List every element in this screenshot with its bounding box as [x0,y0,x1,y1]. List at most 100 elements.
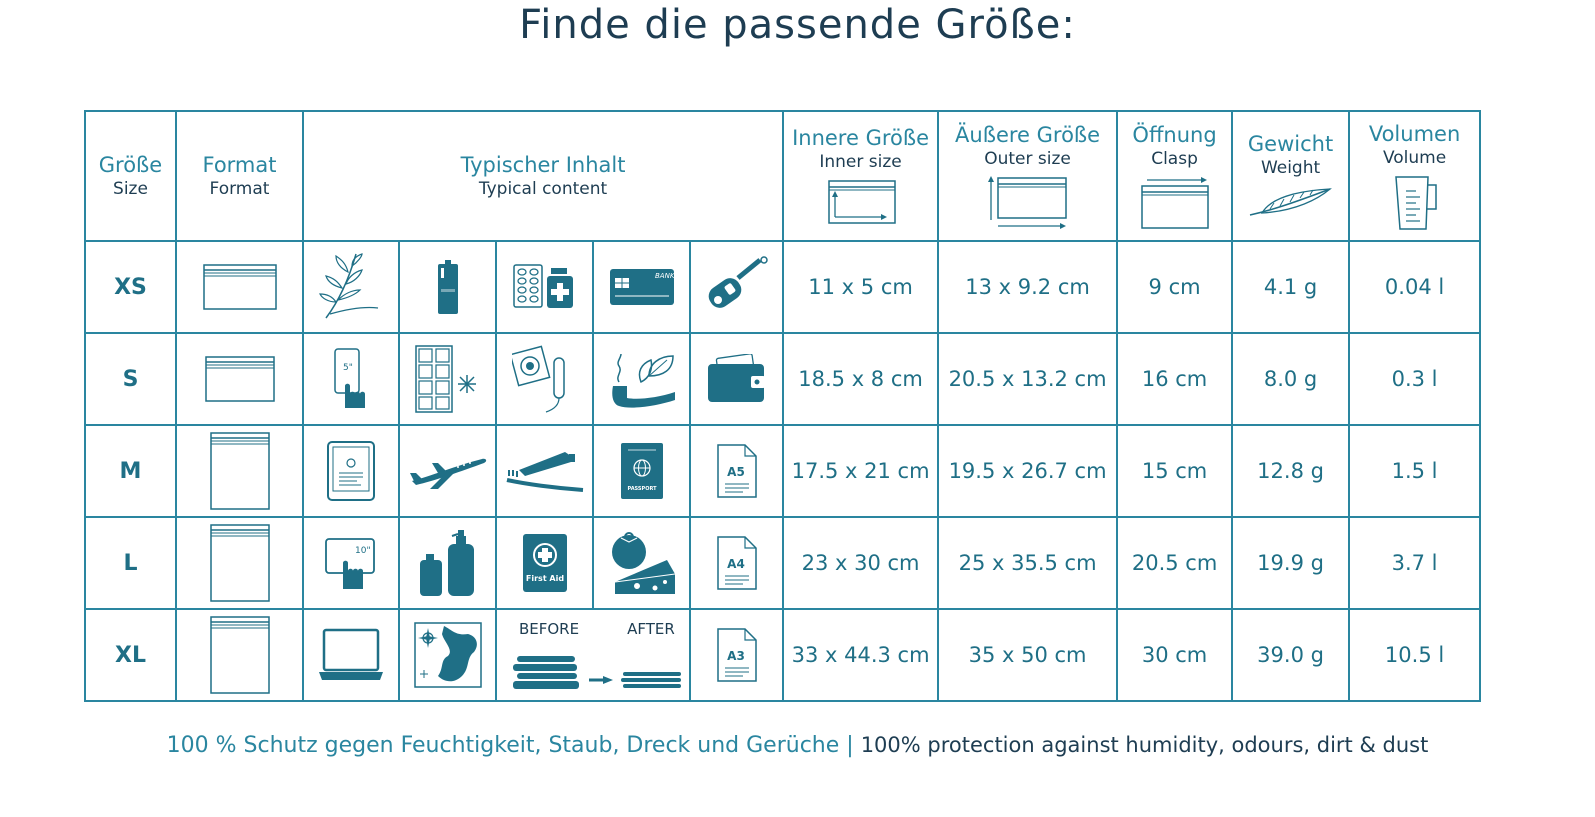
size-label: M [84,424,177,518]
content-cell [688,240,785,334]
content-cell [398,240,497,334]
passport-icon: PASSPORT [620,443,663,499]
ereader-icon [327,441,375,501]
airplane-icon [409,458,486,489]
outer-size-icon [987,176,1067,229]
volume-value: 3.7 l [1348,516,1482,610]
tablet-size-text: 10" [355,546,371,556]
footer-german: 100 % Schutz gegen Feuchtigkeit, Staub, … [166,733,861,758]
bag-portrait-icon [209,524,270,602]
volume-value: 0.04 l [1348,240,1482,334]
tomato-cheese-icon [611,532,675,594]
opening-value: 20.5 cm [1116,516,1234,610]
bank-card-icon: BANK [609,269,675,305]
header-weight: Gewicht Weight [1231,110,1351,242]
weight-value: 8.0 g [1231,332,1351,426]
outer-size-value: 19.5 x 26.7 cm [937,424,1119,518]
opening-value: 9 cm [1116,240,1234,334]
content-cell-before-after: BEFORE AFTER [495,608,691,702]
medicine-icon [512,264,573,308]
volume-value: 0.3 l [1348,332,1482,426]
outer-size-value: 25 x 35.5 cm [937,516,1119,610]
opening-value: 30 cm [1116,608,1234,702]
after-label: AFTER [627,620,675,638]
content-cell [302,608,400,702]
content-cell: A4 [688,516,785,610]
card-bank-text: BANK [655,272,675,280]
format-cell [175,608,304,702]
format-cell [175,332,304,426]
phone-size-text: 5" [343,363,353,373]
bag-landscape-icon [202,264,277,310]
wallet-icon [707,354,765,402]
table-row-l: L 10" First Aid A4 23 x 30 cm 25 x 35.5 … [84,516,1482,610]
size-label: XS [84,240,177,334]
pipe-tobacco-icon [611,353,675,408]
condom-tampon-icon [511,345,565,413]
content-cell [592,516,691,610]
content-cell [398,332,497,426]
opening-value: 16 cm [1116,332,1234,426]
outer-size-value: 13 x 9.2 cm [937,240,1119,334]
content-cell: A3 [688,608,785,702]
content-cell [302,424,400,518]
first-aid-text: First Aid [525,574,563,583]
format-cell [175,516,304,610]
header-volume: Volumen Volume [1348,110,1482,242]
laptop-icon [319,628,383,680]
table-row-s: S 5" 18.5 x 8 cm 20.5 x 13.2 cm 16 cm 8.… [84,332,1482,426]
content-cell: 10" [302,516,400,610]
inner-size-value: 18.5 x 8 cm [782,332,940,426]
header-inner-size: Innere Größe Inner size [782,110,940,242]
content-cell: First Aid [495,516,594,610]
opening-value: 15 cm [1116,424,1234,518]
content-cell [495,424,594,518]
before-label: BEFORE [519,620,579,638]
table-row-m: M PASSPORT A5 17.5 x 21 cm 19.5 x 26.7 c… [84,424,1482,518]
first-aid-kit-icon: First Aid [522,534,567,592]
toothbrush-toothpaste-icon [506,452,583,492]
size-label: XL [84,608,177,702]
header-content: Typischer Inhalt Typical content [301,110,785,242]
header-opening: Öffnung Clasp [1116,110,1234,242]
footer-english: 100% protection against humidity, odours… [860,733,1429,757]
a5-text: A5 [727,465,745,479]
inner-size-value: 17.5 x 21 cm [782,424,940,518]
content-cell: 5" [302,332,400,426]
feather-icon [1249,188,1332,216]
table-row-xs: XS BANK 11 x 5 cm 13 x 9.2 cm 9 cm 4.1 g… [84,240,1482,334]
bag-portrait-icon [209,432,270,510]
volume-value: 10.5 l [1348,608,1482,702]
battery-icon [437,260,458,314]
size-label: L [84,516,177,610]
content-cell [398,424,497,518]
outer-size-value: 20.5 x 13.2 cm [937,332,1119,426]
content-cell: A5 [688,424,785,518]
document-a3-icon: A3 [716,628,757,682]
content-cell [495,332,594,426]
bag-portrait-icon [209,616,270,694]
content-cell: BANK [592,240,691,334]
protection-footer: 100 % Schutz gegen Feuchtigkeit, Staub, … [0,733,1595,758]
content-cell [495,240,594,334]
header-size: Größe Size [84,110,177,242]
content-cell [592,332,691,426]
content-cell: PASSPORT [592,424,691,518]
map-icon [413,622,482,688]
document-a5-icon: A5 [716,444,757,498]
car-key-icon [708,256,768,308]
header-format: Format Format [175,110,304,242]
a4-text: A4 [727,557,745,571]
document-a4-icon: A4 [716,536,757,590]
header-row: Größe Size Format Format Typischer Inhal… [84,110,1482,242]
content-cell [302,240,400,334]
inner-size-icon [827,180,896,224]
content-cell [398,608,497,702]
format-cell [175,240,304,334]
inner-size-value: 33 x 44.3 cm [782,608,940,702]
page-title: Finde die passende Größe: [519,2,1076,48]
bag-landscape-icon [204,356,275,402]
inner-size-value: 11 x 5 cm [782,240,940,334]
a3-text: A3 [727,649,745,663]
size-table: Größe Size Format Format Typischer Inhal… [84,110,1482,702]
